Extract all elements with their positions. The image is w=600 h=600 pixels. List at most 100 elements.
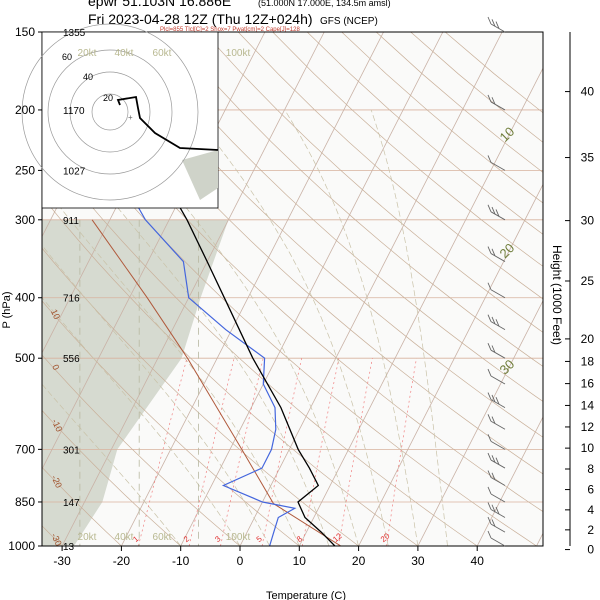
wind-barb-feather (491, 394, 496, 403)
isotherm-line (180, 32, 444, 546)
station-detail: (51.000N 17.000E, 134.5m amsl) (258, 0, 391, 8)
wind-barb-feather (487, 434, 492, 442)
temperature-tick-label: -20 (113, 554, 131, 568)
isotherm-line (61, 32, 325, 546)
wind-barb (487, 16, 506, 33)
wind-barb-feather (487, 530, 492, 539)
wind-barb-shaft (490, 523, 506, 533)
std-height-label: 1170 (63, 106, 85, 117)
plot-frame (41, 31, 544, 547)
dry-adiabat (42, 145, 478, 546)
std-height-label: 301 (63, 445, 80, 456)
wind-barb-shaft (490, 375, 506, 385)
isotherm-line (476, 416, 543, 546)
moist-adiabat (42, 297, 241, 546)
y-axis-label: P (hPa) (1, 291, 13, 328)
mixing-ratio-label: 1 (131, 534, 141, 544)
temperature-tick-label: 20 (352, 554, 366, 568)
std-height-label: 716 (63, 294, 80, 305)
moist-adiabat (370, 109, 448, 546)
pressure-tick-label: 250 (15, 163, 35, 177)
hodograph-shade (182, 150, 218, 200)
kt-label-top: 60kt (153, 48, 172, 59)
dry-adiabat (306, 32, 543, 235)
wind-barb (487, 530, 506, 547)
mixing-ratio-label: 8 (295, 534, 305, 544)
wind-barb-shaft (490, 101, 506, 111)
pressure-tick-label: 200 (15, 103, 35, 117)
wind-barb-shaft (490, 477, 506, 486)
hodo-speed-ring (47, 49, 173, 175)
temperature-tick-label: -30 (53, 554, 71, 568)
station-title: epwr 51.103N 16.886E (88, 0, 231, 9)
temperature-tick-label: 30 (411, 554, 425, 568)
hodo-speed-ring (21, 23, 199, 201)
dry-adiabat-label: -20 (49, 474, 64, 490)
kt-label-bottom: 20kt (78, 532, 97, 543)
pressure-tick-label: 500 (15, 351, 35, 365)
wind-barb (487, 452, 506, 469)
isotherm-line (358, 183, 543, 546)
moist-adiabat (42, 383, 181, 546)
temperature-tick-label: 40 (471, 554, 485, 568)
pressure-tick-label: 300 (15, 213, 35, 227)
height-tick-label: 25 (581, 274, 595, 288)
height-tick-label: 40 (581, 85, 595, 99)
height-axis-label: Height (1000 Feet) (550, 245, 564, 345)
wind-barb-feather (487, 16, 492, 25)
wind-barb (487, 486, 506, 503)
wind-barb-feather (491, 455, 496, 463)
height-tick-label: 20 (581, 332, 595, 346)
kt-label-top: 20kt (78, 48, 97, 59)
kt-label-top: 100kt (226, 48, 251, 59)
wind-barb-feather (491, 472, 496, 481)
hodo-ring-label: 20 (103, 93, 113, 103)
wind-barb-shaft (490, 23, 506, 33)
wind-barb-shaft (490, 537, 506, 547)
wind-barb-feather (491, 19, 496, 27)
wind-barb-feather (495, 457, 500, 465)
dry-adiabat (272, 32, 543, 267)
temperature-tick-label: 10 (293, 554, 307, 568)
dewpoint-line (86, 32, 297, 546)
wind-barb (487, 392, 506, 408)
wind-barb-feather (487, 414, 492, 422)
height-tick-label: 14 (581, 398, 595, 412)
dry-adiabat (65, 32, 543, 475)
wind-barb-feather (487, 470, 492, 478)
moist-adiabat (190, 109, 389, 546)
wind-barb-shaft (490, 321, 506, 331)
wind-barb-feather (487, 486, 492, 495)
dry-adiabat (42, 466, 122, 546)
wind-barb-feather (487, 94, 492, 103)
wind-barb-feather (487, 204, 492, 212)
hodo-speed-ring (69, 71, 151, 153)
wind-barb (487, 368, 506, 385)
wind-barb-shaft (490, 509, 506, 518)
hodo-ring-label: 60 (62, 52, 72, 62)
isotherm-line (42, 32, 266, 471)
mixing-ratio-line (138, 358, 188, 546)
wind-barb-feather (491, 416, 496, 424)
wind-barb-shaft (490, 420, 506, 430)
kt-label-top: 40kt (115, 48, 134, 59)
hodograph-frame (41, 31, 219, 209)
wind-barb-feather (495, 209, 500, 217)
pressure-tick-label: 850 (15, 495, 35, 509)
wind-barb-feather (487, 452, 492, 461)
height-tick-label: 6 (587, 483, 594, 497)
wind-barb-shaft (490, 440, 506, 450)
wind-barb (487, 204, 506, 221)
dry-adiabat (42, 95, 537, 546)
indices-line: Plcl=855 Tlcl[C]=2 Shox=7 Pwat[cm]=2 Cap… (160, 27, 300, 33)
wind-barb-feather (495, 21, 500, 29)
height-tick-label: 35 (581, 151, 595, 165)
instability-shading (42, 219, 229, 546)
dry-adiabat-label: -10 (50, 417, 65, 433)
wind-barb-feather (491, 504, 496, 512)
wind-barb (487, 343, 506, 359)
wind-barb-feather (491, 206, 496, 215)
height-tick-label: 18 (581, 354, 595, 368)
wind-barb-feather (487, 502, 492, 510)
